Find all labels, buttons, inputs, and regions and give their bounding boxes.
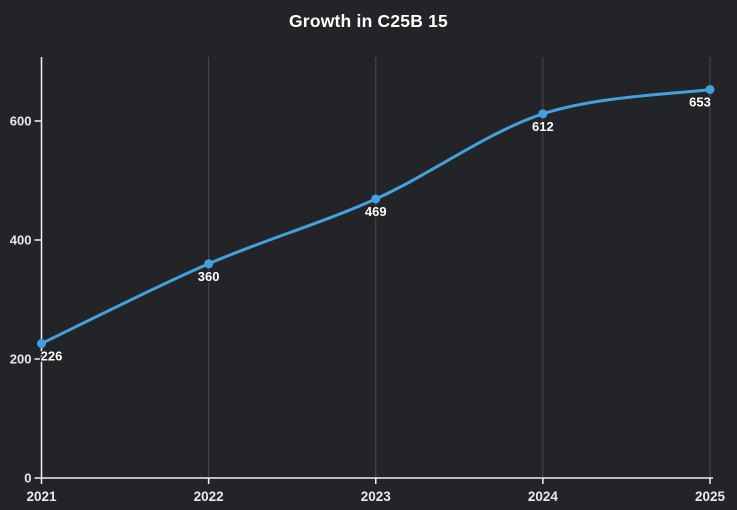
data-point-label: 226 — [41, 349, 63, 364]
data-point-label: 653 — [689, 94, 711, 109]
chart-title: Growth in C25B 15 — [289, 11, 448, 31]
y-tick-label: 400 — [10, 233, 32, 248]
data-point-2024 — [538, 109, 548, 119]
y-tick-label: 200 — [10, 352, 32, 367]
data-point-label: 469 — [365, 204, 387, 219]
data-point-2022 — [204, 259, 214, 269]
data-point-2025 — [705, 84, 715, 94]
x-tick-label: 2021 — [26, 489, 57, 504]
x-tick-label: 2023 — [361, 489, 392, 504]
x-tick-label: 2025 — [695, 489, 726, 504]
y-tick-label: 0 — [24, 471, 31, 486]
data-point-2021 — [37, 339, 46, 349]
data-point-label: 360 — [198, 269, 220, 284]
data-point-label: 612 — [532, 119, 554, 134]
y-tick-label: 600 — [10, 114, 32, 129]
data-point-2023 — [371, 194, 381, 204]
x-tick-label: 2022 — [194, 489, 224, 504]
x-tick-label: 2024 — [528, 489, 559, 504]
